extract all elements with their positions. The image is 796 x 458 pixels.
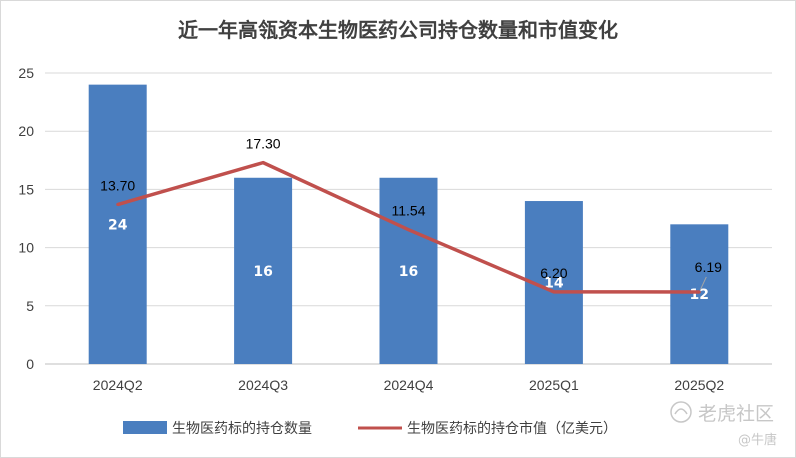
bar-data-label: 16: [253, 264, 272, 280]
bar: [379, 177, 438, 364]
y-tick-label: 10: [18, 240, 34, 256]
line-series: [116, 160, 701, 294]
bar-data-labels: 24 16 16 14 12: [108, 217, 709, 303]
watermark-brand: 老虎社区: [698, 403, 774, 425]
bar-series: [88, 84, 729, 364]
line-point: [116, 203, 120, 207]
leader-line: [699, 276, 707, 291]
y-tick-label: 25: [18, 65, 34, 81]
line-data-label: 13.70: [100, 178, 135, 194]
x-tick-label: 2024Q3: [238, 377, 288, 393]
x-tick-label: 2024Q2: [93, 377, 143, 393]
bar: [670, 224, 729, 364]
bar-data-label: 12: [690, 287, 709, 303]
legend-bar-label: 生物医药标的持仓数量: [172, 421, 312, 437]
watermark-author: @牛唐: [738, 432, 777, 448]
legend-bar-swatch: [123, 421, 167, 434]
bar-data-label: 14: [544, 276, 564, 292]
line-data-label: 17.30: [246, 136, 281, 152]
y-tick-label: 5: [26, 298, 34, 314]
y-axis: 0 5 10 15 20 25: [18, 65, 34, 372]
gridlines: [45, 72, 772, 365]
watermark: 老虎社区 @牛唐: [670, 401, 777, 448]
x-tick-label: 2025Q2: [674, 377, 724, 393]
line-data-label: 6.20: [540, 265, 567, 281]
line-data-label: 11.54: [392, 203, 426, 219]
bar-data-label: 16: [399, 264, 418, 280]
legend-line-label: 生物医药标的持仓市值（亿美元）: [407, 420, 617, 437]
line-point: [407, 228, 410, 232]
line-data-label: 6.19: [695, 259, 722, 275]
line-data-labels: 13.70 17.30 11.54 6.20 6.19: [100, 136, 722, 291]
x-tick-label: 2025Q1: [529, 377, 579, 393]
y-tick-label: 0: [26, 356, 34, 372]
chart-title: 近一年高瓴资本生物医药公司持仓数量和市值变化: [178, 18, 618, 42]
line-point: [697, 290, 701, 294]
line-point: [552, 290, 556, 294]
y-tick-label: 15: [18, 181, 34, 197]
x-axis: 2024Q2 2024Q3 2024Q4 2025Q1 2025Q2: [93, 377, 725, 393]
legend: 生物医药标的持仓数量 生物医药标的持仓市值（亿美元）: [123, 420, 617, 437]
bar-data-label: 24: [108, 217, 128, 233]
bar: [88, 84, 147, 364]
bar: [234, 177, 293, 364]
tiger-logo-icon: [670, 401, 692, 423]
y-tick-label: 20: [18, 123, 34, 139]
x-tick-label: 2024Q4: [384, 377, 434, 393]
line-point: [261, 161, 265, 165]
